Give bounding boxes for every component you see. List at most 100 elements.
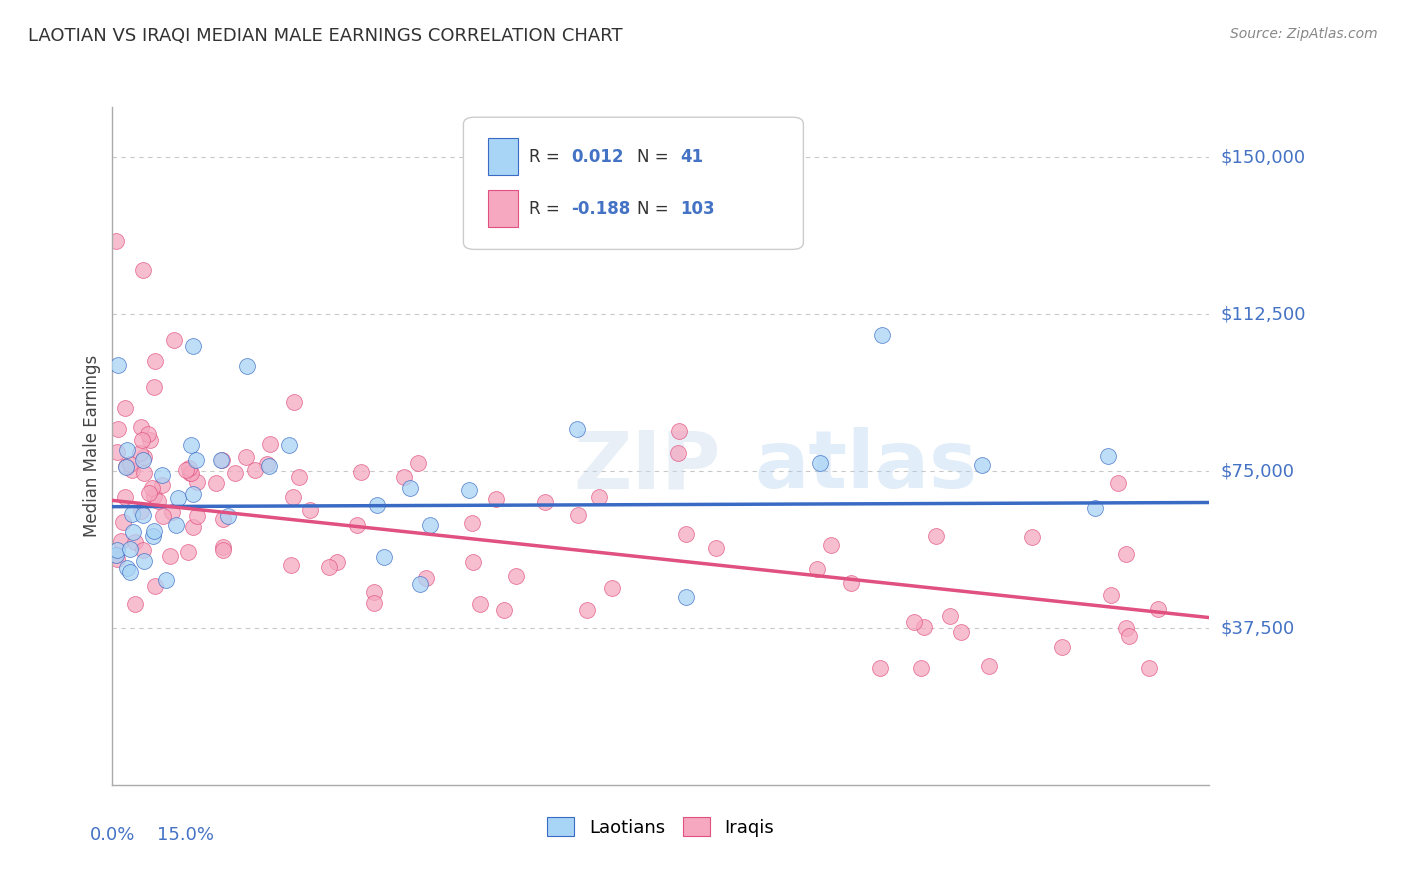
Point [419, 517, 441, 532]
Point [111, 515, 134, 529]
Point [186, 475, 208, 489]
Point [110, 534, 132, 549]
Text: 41: 41 [681, 147, 703, 166]
Point [179, 466, 201, 480]
Point [107, 422, 129, 436]
Point [1147, 602, 1170, 616]
Point [903, 615, 925, 629]
Y-axis label: Median Male Earnings: Median Male Earnings [83, 355, 101, 537]
Text: atlas: atlas [754, 427, 977, 506]
Point [184, 452, 207, 467]
Point [136, 427, 159, 442]
Point [118, 457, 141, 471]
Point [120, 541, 142, 556]
Point [224, 466, 246, 480]
Point [160, 505, 183, 519]
Point [280, 558, 302, 572]
Point [299, 503, 322, 517]
Point [278, 437, 301, 451]
Point [132, 508, 155, 522]
Legend: Laotians, Iraqis: Laotians, Iraqis [540, 810, 782, 844]
Point [668, 425, 690, 439]
Point [458, 483, 481, 497]
Point [346, 517, 368, 532]
Point [114, 490, 136, 504]
Point [105, 234, 128, 248]
Point [131, 543, 153, 558]
Point [105, 542, 128, 557]
Point [588, 490, 610, 504]
Point [129, 504, 152, 518]
Point [166, 491, 188, 505]
Point [256, 457, 278, 471]
Point [1097, 449, 1119, 463]
Point [841, 576, 863, 591]
Point [143, 489, 166, 503]
Point [485, 491, 508, 506]
Point [105, 548, 128, 562]
Point [363, 584, 385, 599]
Point [326, 555, 349, 569]
Point [152, 509, 174, 524]
Point [415, 571, 437, 585]
Point [129, 420, 152, 434]
Point [115, 458, 138, 473]
Point [1115, 547, 1137, 561]
Point [399, 481, 422, 495]
Point [181, 486, 204, 500]
Text: N =: N = [637, 147, 673, 166]
Point [245, 463, 267, 477]
Point [142, 380, 165, 394]
FancyBboxPatch shape [488, 138, 519, 175]
Point [150, 478, 173, 492]
Text: 15.0%: 15.0% [157, 826, 214, 844]
Point [366, 498, 388, 512]
Point [217, 509, 239, 524]
Point [468, 598, 491, 612]
Point [211, 512, 233, 526]
Text: 0.0%: 0.0% [90, 826, 135, 844]
Point [155, 574, 177, 588]
Point [236, 359, 259, 374]
Point [124, 535, 146, 549]
Point [117, 561, 139, 575]
Point [159, 549, 181, 563]
Point [977, 659, 1000, 673]
Point [131, 433, 153, 447]
Point [350, 465, 373, 479]
Point [281, 490, 304, 504]
Point [666, 446, 689, 460]
Point [910, 661, 932, 675]
Text: 103: 103 [681, 200, 716, 218]
Point [146, 494, 169, 508]
Point [318, 560, 340, 574]
Point [1021, 530, 1043, 544]
Text: Source: ZipAtlas.com: Source: ZipAtlas.com [1230, 27, 1378, 41]
Point [1107, 475, 1129, 490]
Point [143, 579, 166, 593]
Point [602, 581, 624, 595]
Point [1137, 661, 1160, 675]
Point [492, 603, 515, 617]
Text: $112,500: $112,500 [1220, 305, 1306, 323]
Point [409, 577, 432, 591]
Point [1118, 629, 1140, 643]
Point [105, 552, 128, 566]
Point [174, 463, 197, 477]
Point [181, 520, 204, 534]
Point [162, 333, 184, 347]
Point [120, 565, 142, 579]
Point [134, 466, 156, 480]
Point [1084, 501, 1107, 516]
Point [283, 394, 305, 409]
Text: ZIP: ZIP [574, 427, 720, 506]
Point [107, 358, 129, 372]
Point [211, 542, 233, 557]
Text: N =: N = [637, 200, 673, 218]
Point [1115, 621, 1137, 635]
Point [363, 596, 385, 610]
Text: 0.012: 0.012 [571, 147, 623, 166]
Point [461, 555, 484, 569]
Point [810, 456, 832, 470]
Point [121, 507, 143, 521]
